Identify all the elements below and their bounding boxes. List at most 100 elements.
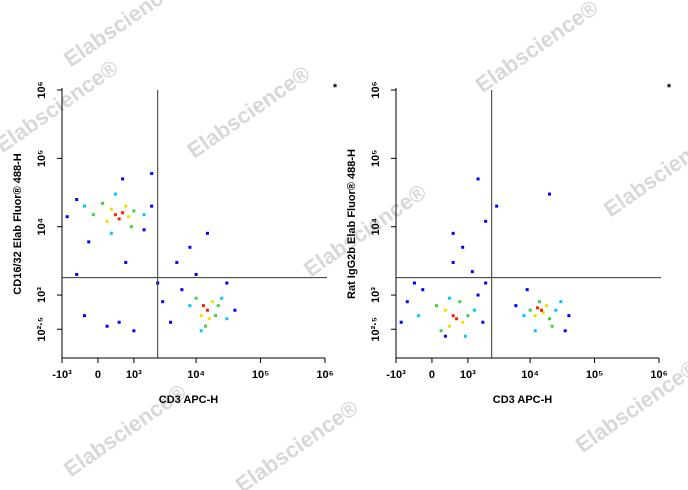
event-point: [514, 304, 518, 308]
event-point: [91, 213, 95, 217]
event-point: [412, 281, 416, 285]
x-tick-label: 10³: [126, 369, 142, 381]
event-point: [528, 308, 532, 312]
event-point: [550, 324, 554, 328]
event-point: [129, 225, 133, 229]
watermark: Elabscience®: [183, 61, 315, 164]
event-point: [75, 198, 79, 202]
event-point: [161, 300, 165, 304]
x-tick-label: 10⁶: [316, 369, 333, 381]
event-point: [535, 306, 539, 310]
event-point: [554, 308, 558, 312]
event-point: [567, 314, 571, 318]
y-tick-label: 10⁶: [370, 81, 382, 98]
event-point: [484, 281, 488, 285]
event-point: [443, 308, 447, 312]
corner-mark: *: [333, 82, 338, 94]
event-point: [443, 334, 447, 338]
y-tick-label: 10⁵: [370, 150, 382, 167]
watermark: Elabscience®: [0, 55, 123, 158]
event-point: [455, 317, 459, 321]
x-tick-label: 10⁵: [252, 369, 269, 381]
event-point: [461, 245, 465, 249]
event-point: [495, 204, 499, 208]
event-point: [399, 320, 403, 324]
event-point: [525, 288, 529, 292]
event-point: [113, 213, 117, 217]
event-point: [435, 304, 439, 308]
event-point: [150, 172, 154, 176]
event-point: [563, 329, 567, 333]
event-point: [458, 300, 462, 304]
event-point: [220, 296, 224, 300]
event-point: [124, 260, 128, 264]
event-point: [447, 296, 451, 300]
event-point: [548, 317, 552, 321]
y-tick-label: 10⁴: [370, 218, 382, 236]
event-point: [150, 204, 154, 208]
event-point: [205, 308, 209, 312]
event-point: [204, 324, 208, 328]
event-point: [405, 300, 409, 304]
event-point: [199, 329, 203, 333]
event-point: [522, 314, 526, 318]
watermark: Elabscience®: [231, 395, 363, 490]
x-tick-label: 10³: [460, 369, 476, 381]
event-point: [533, 329, 537, 333]
event-point: [169, 320, 173, 324]
watermark: Elabscience®: [471, 0, 603, 98]
event-point: [472, 308, 476, 312]
y-axis-label: CD16/32 Elab Fluor® 488-H: [12, 153, 24, 294]
x-tick-label: 10⁴: [521, 369, 539, 381]
event-point: [180, 288, 184, 292]
event-point: [105, 219, 109, 223]
event-point: [421, 288, 425, 292]
event-point: [82, 204, 86, 208]
event-point: [121, 211, 125, 215]
event-point: [451, 231, 455, 235]
x-tick-label: 10⁴: [187, 369, 205, 381]
watermark: Elabscience®: [59, 0, 191, 72]
event-point: [538, 300, 542, 304]
event-point: [416, 314, 420, 318]
event-point: [194, 296, 198, 300]
event-point: [82, 314, 86, 318]
event-point: [117, 217, 121, 221]
y-axis-label: Rat IgG2b Elab Fluor® 488-H: [346, 149, 358, 299]
event-point: [109, 231, 113, 235]
y-tick-label: 10⁴: [36, 218, 48, 236]
x-tick-label: 10⁵: [586, 369, 603, 381]
event-point: [476, 177, 480, 181]
event-point: [451, 260, 455, 264]
event-point: [447, 324, 451, 328]
event-point: [175, 260, 179, 264]
event-point: [451, 314, 455, 318]
y-tick-label: 10⁵: [36, 150, 48, 167]
event-point: [225, 317, 229, 321]
event-point: [101, 201, 105, 205]
event-point: [461, 320, 465, 324]
event-point: [142, 213, 146, 217]
event-point: [117, 320, 121, 324]
event-point: [105, 324, 109, 328]
event-point: [545, 304, 549, 308]
y-tick-label: 10²·⁵: [36, 317, 48, 342]
event-point: [548, 192, 552, 196]
event-point: [188, 304, 192, 308]
event-point: [194, 272, 198, 276]
event-point: [127, 215, 131, 219]
event-point: [466, 314, 470, 318]
plot: -10³ 0 10³ 10⁴ 10⁵ 10⁶ 10²·⁵ 10³ 10⁴ 10⁵ 10⁶ * CD3 A…: [346, 81, 672, 406]
event-point: [132, 329, 136, 333]
event-point: [539, 308, 543, 312]
event-point: [439, 329, 443, 333]
y-tick-label: 10³: [36, 287, 48, 303]
event-point: [216, 304, 220, 308]
event-point: [188, 245, 192, 249]
event-point: [463, 334, 467, 338]
plot: -10³ 0 10³ 10⁴ 10⁵ 10⁶ 10²·⁵ 10³ 10⁴ 10⁵ 10⁶ * CD3 A…: [12, 81, 338, 406]
event-point: [132, 209, 136, 213]
event-point: [214, 314, 218, 318]
event-point: [207, 317, 211, 321]
